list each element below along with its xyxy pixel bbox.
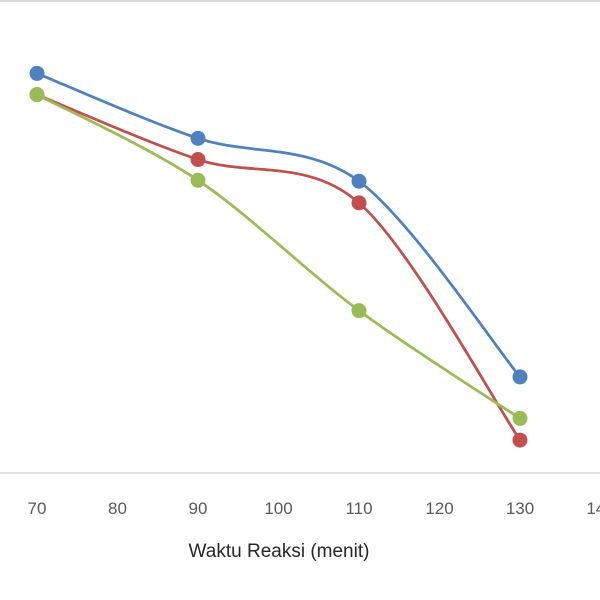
- series-3-point-2: [351, 303, 367, 319]
- series-3-point-3: [512, 410, 528, 426]
- x-tick-label-5: 120: [425, 499, 453, 518]
- chart-border-top: [0, 0, 600, 2]
- series-1-point-2: [351, 173, 367, 189]
- series-1-point-1: [190, 130, 206, 146]
- x-tick-label-4: 110: [345, 499, 372, 518]
- x-axis-title: Waktu Reaksi (menit): [189, 541, 370, 562]
- x-tick-label-6: 130: [506, 499, 534, 518]
- x-tick-labels: 70 80 90 100 110 120 130 140: [28, 499, 600, 518]
- series-1-point-3: [512, 369, 528, 385]
- series-3-line: [35, 93, 522, 420]
- series-3: [29, 87, 528, 426]
- series-3-point-0: [29, 87, 45, 103]
- x-tick-label-7: 140: [586, 499, 600, 518]
- series-2: [29, 87, 528, 448]
- series-1-line: [35, 72, 522, 379]
- x-tick-label-2: 90: [189, 499, 208, 518]
- series-layer: [29, 65, 528, 448]
- series-1: [29, 65, 528, 385]
- x-tick-label-1: 80: [108, 499, 127, 518]
- series-2-point-1: [190, 152, 206, 168]
- series-1-point-0: [29, 65, 45, 81]
- series-2-line: [35, 93, 522, 442]
- x-tick-label-0: 70: [28, 499, 47, 518]
- series-2-point-2: [351, 195, 367, 211]
- series-3-point-1: [190, 172, 206, 188]
- series-2-point-3: [512, 432, 528, 448]
- x-tick-label-3: 100: [264, 499, 292, 518]
